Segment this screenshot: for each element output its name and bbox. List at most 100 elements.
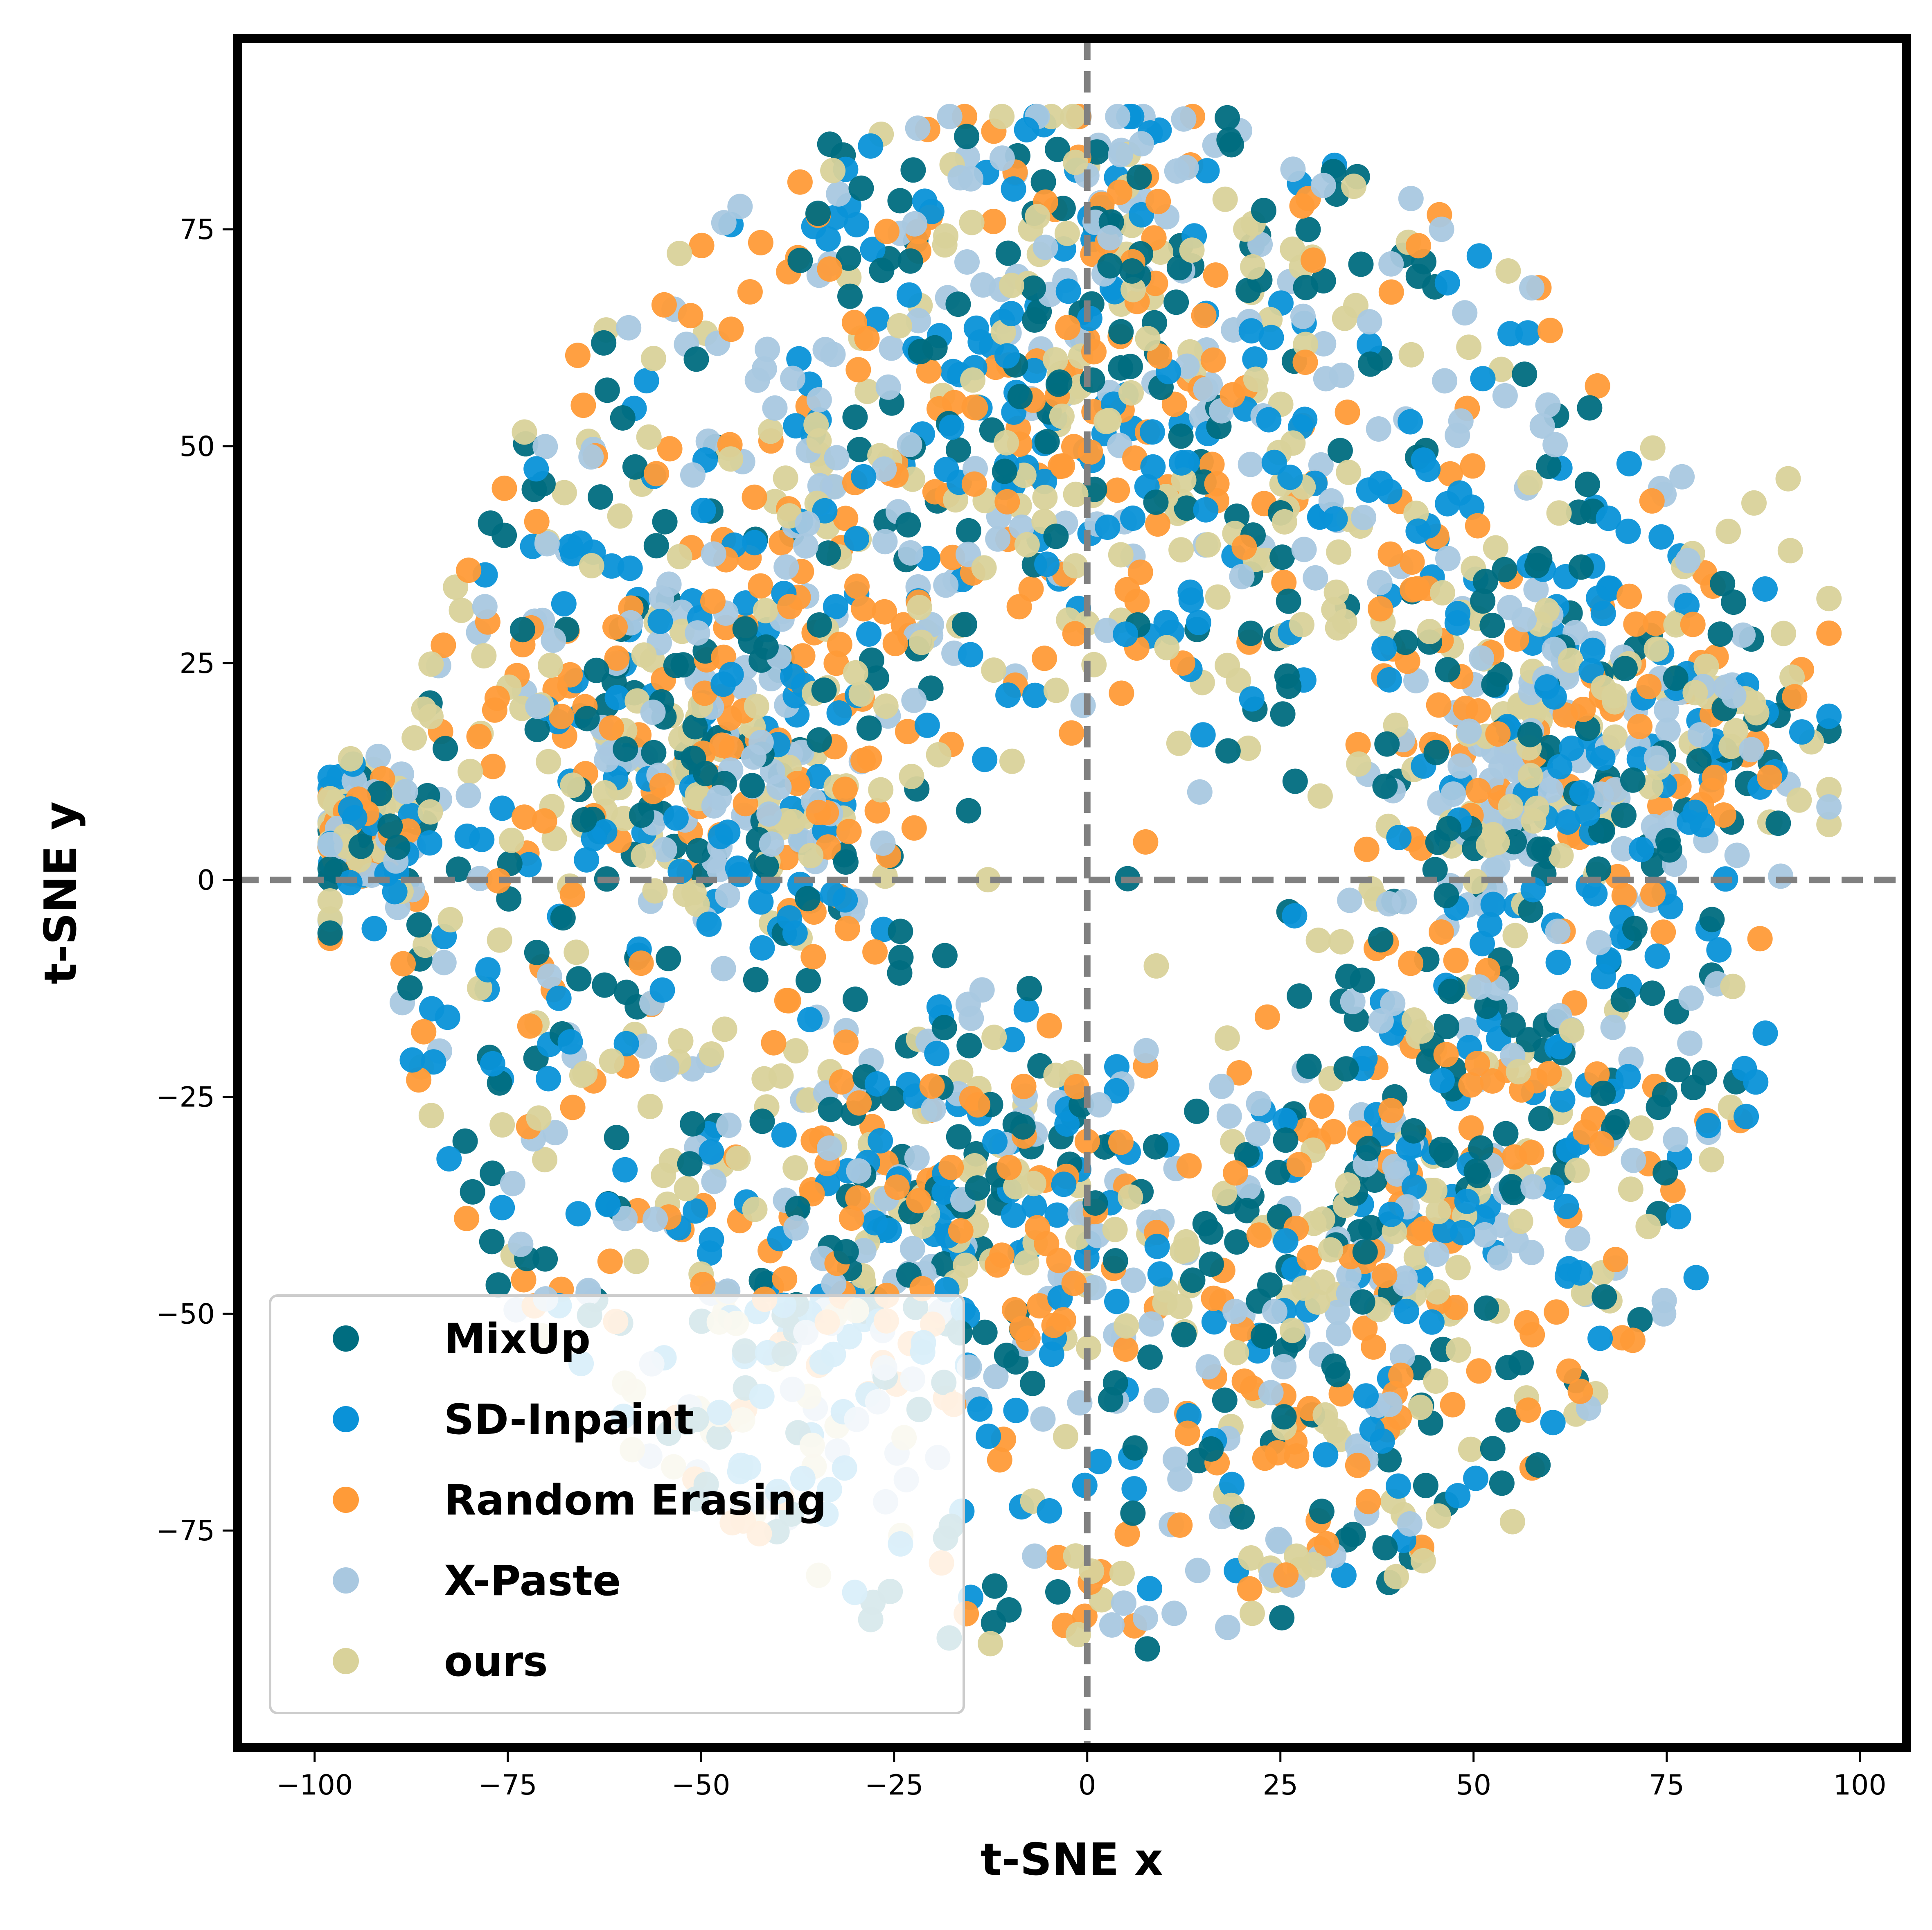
point-mixup [677,1151,703,1177]
point-random-erasing [805,799,831,825]
point-mixup [1340,1521,1366,1547]
point-random-erasing [1201,1285,1226,1311]
point-random-erasing [1114,577,1140,603]
point-random-erasing [1480,1068,1505,1094]
point-random-erasing [1001,1297,1027,1323]
point-mixup [1357,351,1383,377]
point-ours [1640,435,1666,461]
point-sd-inpaint [1575,801,1601,826]
point-ours [1323,579,1349,605]
point-mixup [807,612,832,638]
point-ours [1054,221,1080,246]
point-random-erasing [994,489,1020,515]
point-random-erasing [985,1252,1010,1278]
point-sd-inpaint [771,1122,797,1148]
point-random-erasing [919,1073,945,1099]
point-x-paste [1258,1380,1284,1406]
point-random-erasing [597,1248,623,1274]
point-x-paste [755,336,780,362]
point-mixup [1287,983,1312,1009]
point-random-erasing [548,704,574,729]
point-mixup [1310,268,1336,293]
point-ours [640,345,666,371]
point-sd-inpaint [599,553,624,579]
point-mixup [931,1251,957,1277]
point-sd-inpaint [1386,1473,1411,1499]
point-mixup [833,1239,859,1264]
point-mixup [1276,673,1302,699]
point-mixup [594,377,620,403]
point-x-paste [1310,173,1336,199]
point-random-erasing [1018,576,1044,602]
point-sd-inpaint [1086,1449,1112,1474]
point-x-paste [1173,155,1199,181]
point-mixup [610,405,636,431]
point-mixup [317,856,343,882]
point-sd-inpaint [727,862,753,887]
point-sd-inpaint [1429,1068,1455,1093]
point-sd-inpaint [820,881,846,907]
point-mixup [592,972,618,998]
point-random-erasing [981,209,1006,234]
point-sd-inpaint [748,889,774,915]
point-ours [1699,1147,1725,1173]
point-x-paste [1441,781,1466,807]
point-mixup [1276,588,1301,614]
point-x-paste [1329,362,1355,388]
point-x-paste [899,1236,925,1262]
point-ours [1307,783,1333,809]
point-mixup [686,838,712,864]
point-sd-inpaint [1331,1562,1357,1588]
point-sd-inpaint [864,1071,890,1097]
point-random-erasing [1616,583,1642,609]
point-mixup [1525,1452,1551,1478]
point-ours [636,424,662,450]
point-sd-inpaint [612,1157,638,1183]
point-mixup [836,245,861,271]
point-sd-inpaint [995,682,1021,708]
point-random-erasing [1437,461,1463,487]
point-ours [1014,532,1040,558]
point-sd-inpaint [454,823,480,849]
point-random-erasing [709,732,735,758]
point-ours [1205,584,1231,610]
point-ours [1384,1564,1409,1589]
point-ours [1043,677,1069,703]
point-x-paste [1162,1446,1188,1472]
point-ours [798,843,824,869]
point-x-paste [1398,186,1424,211]
x-tick-label: 100 [1833,1769,1887,1801]
point-x-paste [1357,309,1382,335]
point-sd-inpaint [489,1195,515,1221]
point-mixup [1470,588,1496,614]
point-x-paste [1291,537,1317,562]
y-tick-label: 0 [197,865,215,897]
point-random-erasing [491,475,517,501]
point-x-paste [1511,607,1537,632]
point-random-erasing [559,882,585,907]
point-x-paste [1447,753,1473,779]
point-random-erasing [1355,1489,1381,1515]
point-mixup [446,856,471,882]
point-random-erasing [963,395,988,421]
point-random-erasing [769,530,794,555]
point-x-paste [1246,1091,1271,1117]
point-random-erasing [1585,373,1610,399]
point-ours [1506,1059,1531,1085]
point-sd-inpaint [1378,1201,1404,1227]
point-sd-inpaint [1104,1078,1129,1104]
point-sd-inpaint [1477,912,1503,937]
point-mixup [1273,1127,1299,1153]
point-sd-inpaint [1734,1104,1759,1129]
point-mixup [652,509,678,535]
point-x-paste [1538,777,1564,803]
point-mixup [1686,748,1712,774]
point-ours [960,367,986,393]
point-random-erasing [456,558,482,583]
point-random-erasing [1556,1358,1582,1384]
point-x-paste [710,956,736,982]
point-random-erasing [718,316,744,342]
point-ours [1212,1181,1238,1206]
point-ours [1741,490,1767,516]
point-ours [532,1147,558,1173]
